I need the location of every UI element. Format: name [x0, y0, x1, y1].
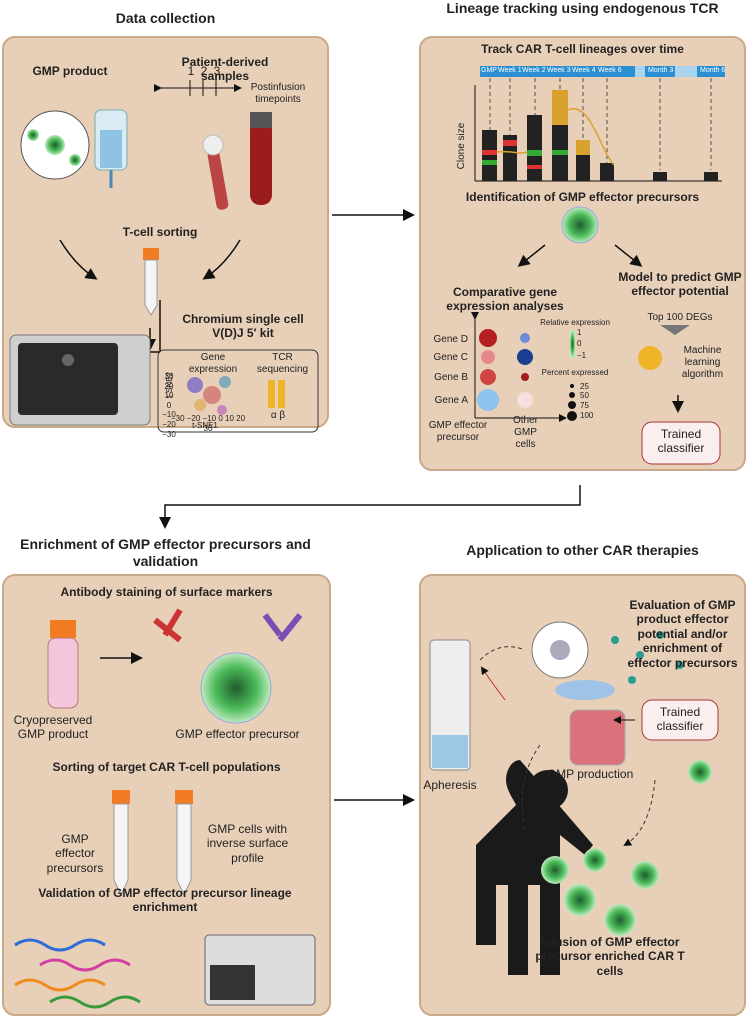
label: Postinfusion timepoints [250, 82, 306, 105]
label: Infusion of GMP effector precursor enric… [535, 935, 685, 978]
label: Cryopreserved GMP product [13, 713, 93, 742]
label: Model to predict GMP effector potential [618, 270, 742, 299]
section-heading: Enrichment of GMP effector precursors an… [20, 536, 311, 569]
sorting-tube [143, 248, 159, 316]
legend-tick: 1 [577, 328, 582, 337]
label: Percent expressed [541, 368, 609, 377]
label: GMP product [32, 64, 108, 78]
timeline-label: Week 6 [598, 67, 622, 74]
label: Trained classifier [657, 427, 705, 456]
label: Trained classifier [656, 705, 704, 734]
axis-ticks: −30 −20 −10 0 10 20 30 [170, 414, 246, 433]
legend-tick: 50 [580, 391, 589, 400]
label: Chromium single cell V(D)J 5′ kit [182, 312, 304, 341]
label: Track CAR T-cell lineages over time [481, 42, 684, 56]
label: Identification of GMP effector precursor… [465, 190, 700, 204]
timeline-label: Week 4 [572, 67, 596, 74]
timepoint: 2 [200, 64, 208, 78]
timepoint: 3 [213, 64, 221, 78]
label: GMP effector precursors [46, 832, 104, 875]
section-heading: Data collection [115, 10, 216, 26]
gene-label: Gene D [433, 334, 468, 345]
cell-icons [153, 206, 599, 724]
gene-label: Gene B [434, 372, 468, 383]
legend-tick: 25 [580, 382, 589, 391]
label: Patient-derived samples [181, 55, 269, 84]
dot-plot [471, 312, 577, 422]
label: GMP cells with inverse surface profile [206, 822, 289, 865]
label: Comparative gene expression analyses [446, 285, 564, 314]
legend-tick: −1 [577, 351, 587, 360]
label: Top 100 DEGs [647, 312, 713, 323]
legend-tick: 75 [580, 401, 589, 410]
legend-tick: 100 [580, 411, 594, 420]
application-illustration [429, 621, 712, 975]
label: Machine learning algorithm [681, 345, 724, 380]
gmp-illustration [20, 109, 272, 210]
label: T-cell sorting [122, 225, 198, 239]
gene-label: Gene A [434, 395, 468, 406]
label: GMP effector precursor [175, 727, 300, 741]
axis-label: t-SNE1 [192, 421, 218, 430]
timeline-label: GMP [481, 67, 497, 74]
timeline-label: Week 2 [522, 67, 546, 74]
timeline-bar [480, 66, 725, 77]
label: Sorting of target CAR T-cell populations [52, 760, 281, 774]
sequencer [9, 334, 319, 433]
clone-chart [474, 78, 722, 182]
section-heading: Application to other CAR therapies [466, 542, 699, 558]
timeline-label: Week 1 [498, 67, 522, 74]
section-heading: Lineage tracking using endogenous TCR [446, 0, 719, 16]
timeline-label: Week 3 [547, 67, 571, 74]
panels [2, 36, 746, 1016]
timeline-axis [154, 80, 242, 96]
axis-label: Clone size [456, 122, 467, 170]
timepoint: 1 [187, 64, 195, 78]
timeline-label: Month 6 [700, 67, 726, 74]
label: Gene expression [188, 352, 238, 375]
gene-label: Gene C [433, 352, 468, 363]
label: α β [270, 410, 286, 421]
label: Other GMP cells [512, 415, 538, 450]
label: Apheresis [423, 778, 477, 792]
label: Validation of GMP effector precursor lin… [38, 886, 292, 915]
dna-and-instrument [14, 934, 316, 1009]
legend-tick: 0 [577, 339, 582, 348]
label: GMP production [546, 767, 634, 781]
enrichment-tubes [47, 620, 193, 897]
label: Relative expression [540, 318, 610, 327]
axis-ticks: 30 20 10 0 −10 −20 −30 [162, 372, 176, 439]
classifier-boxes [638, 325, 721, 741]
label: Antibody staining of surface markers [60, 585, 273, 599]
label: Evaluation of GMP product effector poten… [627, 598, 738, 670]
flow-arrows [59, 209, 684, 806]
label: TCR sequencing [256, 352, 309, 375]
timeline-label: Month 3 [648, 67, 674, 74]
label: GMP effector precursor [428, 420, 488, 443]
